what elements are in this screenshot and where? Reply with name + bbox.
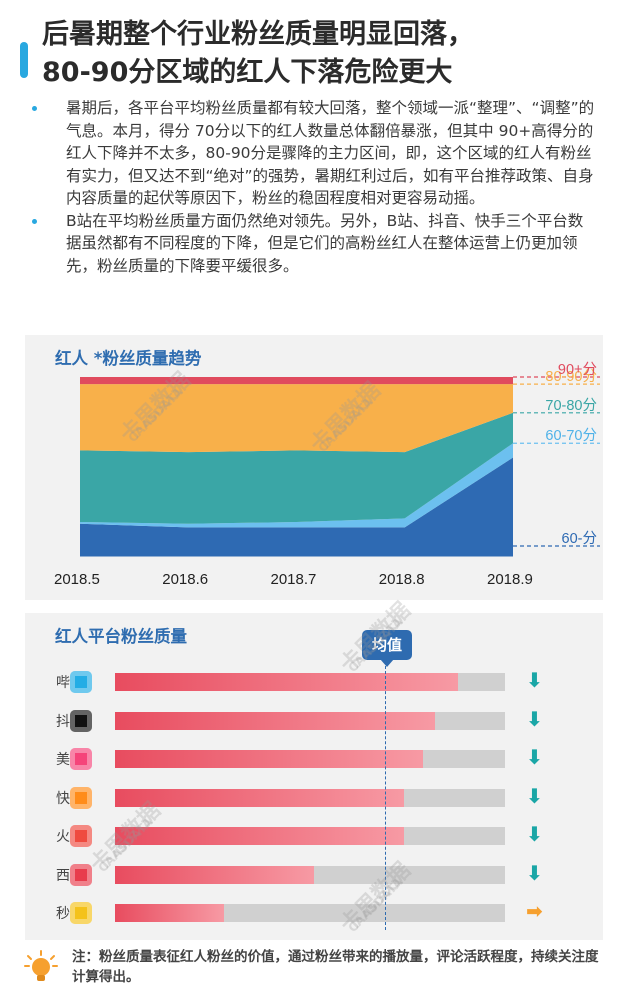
miaopai-icon (70, 902, 92, 924)
x-tick-label: 2018.7 (270, 571, 317, 588)
series-label: 60-分 (561, 531, 597, 547)
down-arrow-icon: ⬇ (526, 822, 543, 846)
series-label: 60-70分 (545, 428, 597, 445)
series-label: 70-80分 (545, 397, 597, 414)
page-title: 后暑期整个行业粉丝质量明显回落， 80-90分区域的红人下落危险更大 (42, 16, 617, 92)
down-arrow-icon: ⬇ (526, 783, 543, 808)
area-series-3 (80, 384, 513, 453)
series-label: 90+分 (557, 362, 597, 378)
bilibili-icon (70, 671, 92, 693)
bar-fill (115, 865, 314, 884)
platform-panel-title: 红人平台粉丝质量 (55, 627, 187, 646)
bar-fill (115, 711, 435, 730)
bar-fill (115, 904, 225, 922)
x-tick-label: 2018.8 (378, 571, 425, 588)
bullet-text: B站在平均粉丝质量方面仍然绝对领先。另外，B站、抖音、快手三个平台数据虽然都有不… (66, 211, 584, 275)
platform-name-6: 秒 (56, 906, 70, 922)
bar-track (115, 904, 505, 922)
summary-bullets: 暑期后，各平台平均粉丝质量都有较大回落，整个领域一派“整理”、“调整”的气息。本… (30, 97, 595, 277)
platform-name-4: 火 (56, 829, 70, 845)
series-label: 80-90分 (545, 369, 597, 386)
right-arrow-icon: ➡ (526, 899, 543, 923)
platform-name-5: 西 (56, 867, 70, 884)
bar-track (115, 750, 505, 768)
area-series-4 (80, 377, 513, 385)
bar-fill (115, 673, 459, 691)
bar-fill (115, 827, 404, 845)
meipai-icon (70, 748, 92, 770)
x-tick-label: 2018.5 (54, 571, 100, 588)
bar-fill (115, 788, 404, 807)
bullet-dot (32, 218, 37, 224)
platform-name-1: 抖 (56, 713, 70, 730)
bullet-text: 暑期后，各平台平均粉丝质量都有较大回落，整个领域一派“整理”、“调整”的气息。本… (66, 99, 595, 207)
bullet-item: B站在平均粉丝质量方面仍然绝对领先。另外，B站、抖音、快手三个平台数据虽然都有不… (30, 210, 595, 278)
x-tick-label: 2018.9 (487, 571, 533, 588)
title-accent-bar (20, 42, 28, 78)
footnote: 注：粉丝质量表征红人粉丝的价值，通过粉丝带来的播放量，评论活跃程度，持续关注度计… (72, 949, 599, 985)
average-badge-pointer (380, 659, 394, 667)
title-line-2: 80-90分区域的红人下落危险更大 (42, 57, 453, 88)
bar-track (115, 788, 505, 807)
platform-panel (25, 613, 603, 940)
down-arrow-icon: ⬇ (526, 668, 543, 692)
bullet-item: 暑期后，各平台平均粉丝质量都有较大回落，整个领域一派“整理”、“调整”的气息。本… (30, 97, 595, 210)
title-line-1: 后暑期整个行业粉丝质量明显回落， (42, 19, 474, 50)
average-badge: 均值 (362, 630, 412, 660)
down-arrow-icon: ⬇ (526, 706, 543, 731)
lightbulb-icon (24, 950, 58, 981)
down-arrow-icon: ⬇ (526, 745, 543, 769)
bar-track (115, 827, 505, 845)
kuaishou-icon (70, 786, 92, 809)
area-series-2 (80, 412, 513, 524)
huoshan-icon (70, 825, 92, 847)
bar-track (115, 711, 505, 730)
platform-name-2: 美 (56, 752, 70, 768)
down-arrow-icon: ⬇ (526, 860, 543, 885)
bar-track (115, 865, 505, 884)
average-line (385, 666, 386, 930)
bar-track (115, 673, 505, 691)
xigua-icon (70, 863, 92, 886)
platform-name-3: 快 (56, 790, 70, 807)
x-tick-label: 2018.6 (162, 571, 209, 588)
platform-name-0: 哔 (56, 675, 70, 691)
douyin-icon (70, 709, 92, 732)
area-series-0 (80, 457, 513, 556)
bullet-dot (32, 106, 37, 111)
trend-panel-title: 红人 *粉丝质量趋势 (55, 349, 202, 368)
bar-fill (115, 750, 424, 768)
trend-area-chart (80, 376, 600, 557)
